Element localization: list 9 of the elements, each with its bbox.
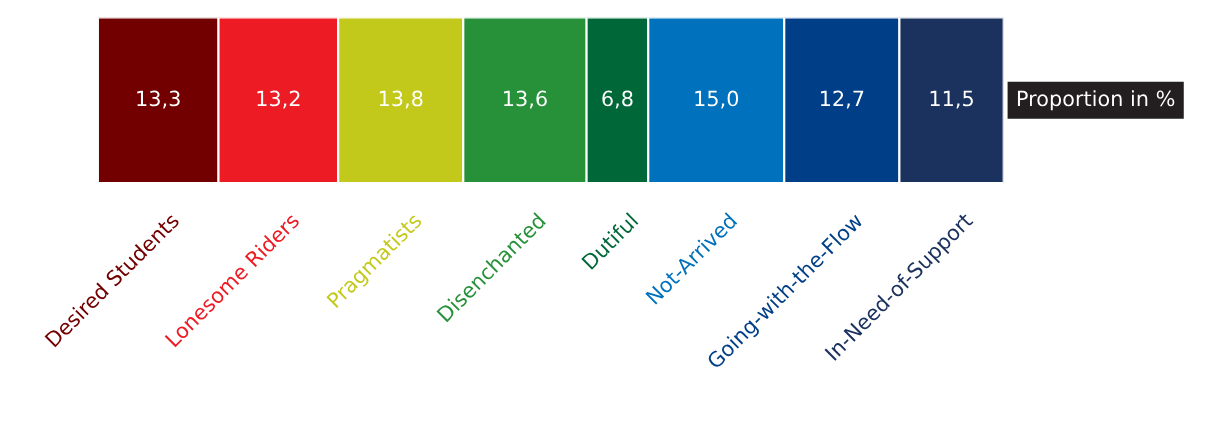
text: Proportion in % xyxy=(1017,90,1175,111)
data-label: 13,2 xyxy=(257,90,300,109)
data-label: 13,6 xyxy=(504,90,547,109)
data-label: 13,8 xyxy=(379,90,423,109)
data-label: 6,8 xyxy=(602,90,633,109)
data-label: 12,7 xyxy=(820,90,864,109)
data-label: 11,5 xyxy=(930,90,973,109)
data-label: 13,3 xyxy=(137,90,180,109)
data-label: 15,0 xyxy=(695,90,739,109)
